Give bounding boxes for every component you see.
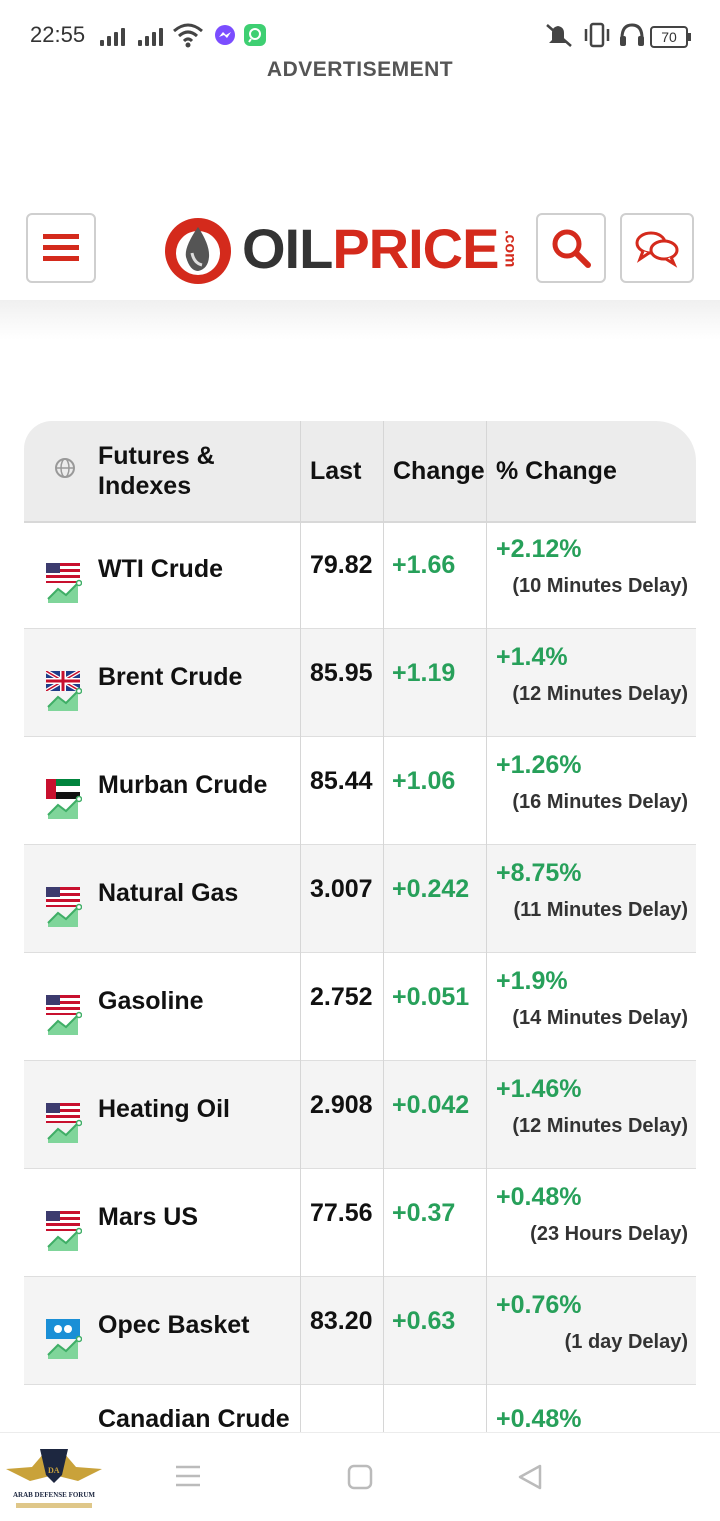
- row-pct-change: +1.26%: [496, 751, 582, 779]
- app-notification-icon: [244, 24, 266, 46]
- row-name[interactable]: Opec Basket: [98, 1311, 250, 1339]
- row-name[interactable]: Mars US: [98, 1203, 199, 1231]
- table-row[interactable]: Brent Crude 85.95 +1.19 +1.4% (12 Minutes De…: [24, 629, 696, 737]
- row-change: +1.06: [392, 767, 456, 795]
- futures-table: Futures & Indexes Last Change % Change W…: [24, 421, 696, 1432]
- logo-text-price: PRICE: [332, 217, 499, 280]
- row-pct-change: +1.9%: [496, 967, 568, 995]
- svg-text:DA: DA: [48, 1466, 60, 1475]
- row-delay: (1 day Delay): [564, 1331, 688, 1353]
- row-last: 77.56: [310, 1199, 373, 1227]
- table-row[interactable]: Mars US 77.56 +0.37 +0.48% (23 Hours Delay): [24, 1169, 696, 1277]
- column-header-name[interactable]: Futures & Indexes: [98, 442, 215, 500]
- table-row[interactable]: WTI Crude 79.82 +1.66 +2.12% (10 Minutes Del…: [24, 521, 696, 629]
- row-name[interactable]: Murban Crude: [98, 771, 268, 799]
- back-icon[interactable]: [516, 1463, 544, 1491]
- row-delay: (12 Minutes Delay): [512, 683, 688, 705]
- row-pct-change: +2.12%: [496, 535, 582, 563]
- row-pct-change: +1.46%: [496, 1075, 582, 1103]
- watermark-logo: DA ARAB DEFENSE FORUM: [6, 1449, 102, 1508]
- watermark-text: ARAB DEFENSE FORUM: [13, 1491, 95, 1499]
- column-divider: [383, 421, 384, 1432]
- status-bar: 22:55 70: [0, 0, 720, 70]
- row-change: +0.63: [392, 1307, 456, 1335]
- signal-icon: [138, 26, 163, 46]
- row-change: +0.051: [392, 983, 470, 1011]
- row-pct-change: +0.48%: [496, 1405, 582, 1432]
- row-last: 2.908: [310, 1091, 373, 1119]
- row-last: 79.82: [310, 551, 373, 579]
- advertisement-label: ADVERTISEMENT: [266, 58, 454, 81]
- table-row[interactable]: Natural Gas 3.007 +0.242 +8.75% (11 Minutes …: [24, 845, 696, 953]
- globe-icon: [55, 458, 75, 478]
- row-last: 85.44: [310, 767, 373, 795]
- row-delay: (14 Minutes Delay): [512, 1007, 688, 1029]
- row-delay: (23 Hours Delay): [530, 1223, 688, 1245]
- row-last: 2.752: [310, 983, 373, 1011]
- row-name[interactable]: Canadian Crude: [98, 1405, 290, 1432]
- search-icon: [552, 229, 591, 268]
- row-change: +0.042: [392, 1091, 470, 1119]
- row-change: +1.66: [392, 551, 456, 579]
- row-delay: (11 Minutes Delay): [513, 899, 688, 921]
- row-name[interactable]: Heating Oil: [98, 1095, 230, 1123]
- column-header-change[interactable]: Change: [393, 456, 485, 485]
- logo-text-oil: OIL: [242, 217, 333, 280]
- battery-indicator: 70: [650, 26, 691, 48]
- row-name[interactable]: WTI Crude: [98, 555, 223, 583]
- header-shadow: [0, 300, 720, 340]
- home-icon[interactable]: [346, 1463, 374, 1491]
- row-change: +0.37: [392, 1199, 456, 1227]
- headphones-icon: [620, 23, 644, 46]
- wifi-icon: [173, 23, 203, 48]
- search-button[interactable]: [536, 213, 606, 283]
- table-row[interactable]: Opec Basket 83.20 +0.63 +0.76% (1 day Delay): [24, 1277, 696, 1385]
- row-change: +0.242: [392, 875, 470, 903]
- column-divider: [300, 421, 301, 1432]
- column-divider: [486, 421, 487, 1432]
- signal-icon: [100, 26, 125, 46]
- chat-icon: [635, 231, 679, 268]
- row-pct-change: +0.76%: [496, 1291, 582, 1319]
- mute-icon: [546, 24, 572, 47]
- table-row[interactable]: Murban Crude 85.44 +1.06 +1.26% (16 Minutes …: [24, 737, 696, 845]
- hamburger-icon: [43, 234, 79, 261]
- row-pct-change: +8.75%: [496, 859, 582, 887]
- row-name[interactable]: Natural Gas: [98, 879, 239, 907]
- row-delay: (10 Minutes Delay): [512, 575, 688, 597]
- system-nav-bar: DA ARAB DEFENSE FORUM: [0, 1432, 720, 1521]
- menu-button[interactable]: [26, 213, 96, 283]
- oil-drop-logo-icon: [165, 218, 231, 284]
- row-delay: (16 Minutes Delay): [512, 791, 688, 813]
- table-row[interactable]: Gasoline 2.752 +0.051 +1.9% (14 Minutes Dela…: [24, 953, 696, 1061]
- column-header-last[interactable]: Last: [310, 456, 362, 485]
- row-pct-change: +0.48%: [496, 1183, 582, 1211]
- table-row[interactable]: Heating Oil 2.908 +0.042 +1.46% (12 Minutes …: [24, 1061, 696, 1169]
- row-name[interactable]: Brent Crude: [98, 663, 243, 691]
- row-last: 83.20: [310, 1307, 373, 1335]
- row-pct-change: +1.4%: [496, 643, 568, 671]
- recent-apps-icon[interactable]: [174, 1463, 202, 1489]
- logo-text-com: .com: [501, 230, 519, 268]
- row-delay: (12 Minutes Delay): [512, 1115, 688, 1137]
- site-logo[interactable]: OILPRICE .com: [162, 213, 518, 285]
- row-name[interactable]: Gasoline: [98, 987, 204, 1015]
- site-header: OILPRICE .com: [0, 196, 720, 304]
- row-change: +1.19: [392, 659, 456, 687]
- messenger-icon: [214, 24, 236, 46]
- row-last: 3.007: [310, 875, 373, 903]
- vibrate-icon: [584, 22, 610, 48]
- table-header: Futures & Indexes Last Change % Change: [24, 421, 696, 523]
- row-last: 85.95: [310, 659, 373, 687]
- status-time: 22:55: [30, 22, 86, 47]
- table-row[interactable]: Canadian Crude +0.48%: [24, 1385, 696, 1432]
- chat-button[interactable]: [620, 213, 694, 283]
- column-header-pct-change[interactable]: % Change: [496, 456, 617, 485]
